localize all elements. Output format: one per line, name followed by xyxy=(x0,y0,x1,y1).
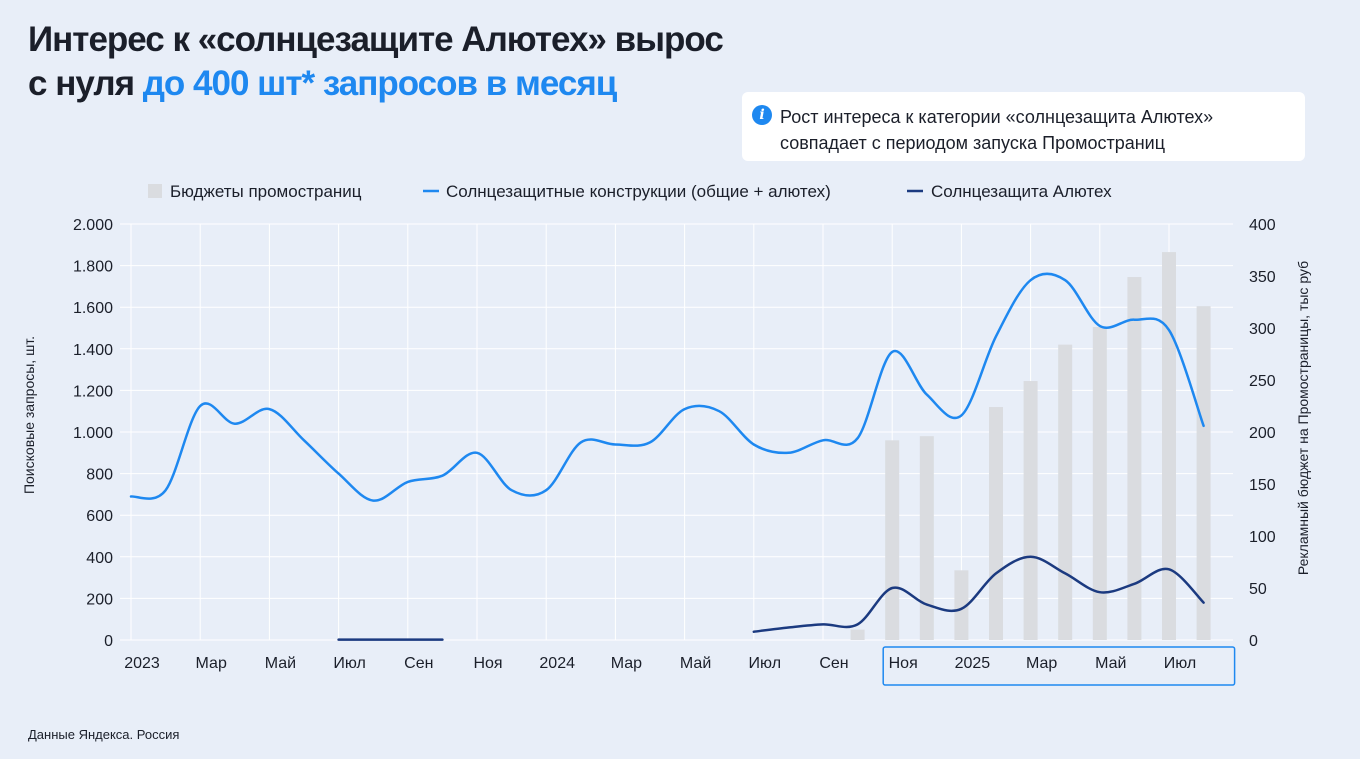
tick-label-right: 50 xyxy=(1249,581,1267,598)
tick-label-x: 2023 xyxy=(124,655,160,672)
tick-label-x: Мар xyxy=(196,655,227,672)
info-icon: i xyxy=(752,105,772,125)
tick-label-x: Сен xyxy=(404,655,433,672)
tick-label-x: Мар xyxy=(1026,655,1057,672)
legend-label-total: Солнцезащитные конструкции (общие + алют… xyxy=(446,182,831,201)
tick-label-right: 0 xyxy=(1249,633,1258,650)
bar-budget xyxy=(954,570,969,640)
tick-label-x: Июл xyxy=(1164,655,1196,672)
bar-budget xyxy=(989,407,1003,640)
tick-label-x: Июл xyxy=(333,655,365,672)
source-note: Данные Яндекса. Россия xyxy=(28,727,180,742)
tick-label-x: Май xyxy=(265,655,296,672)
tick-label-x: Май xyxy=(680,655,711,672)
bar-budget xyxy=(1196,306,1211,640)
tick-label-left: 1.200 xyxy=(73,383,113,400)
tick-label-x: Июл xyxy=(749,655,781,672)
axis-title-right: Рекламный бюджет на Промостраницы, тыс р… xyxy=(1295,261,1311,575)
tick-label-right: 250 xyxy=(1249,373,1276,390)
bar-budget xyxy=(1092,326,1107,640)
axis-title-left: Поисковые запросы, шт. xyxy=(21,336,37,494)
tick-label-left: 1.800 xyxy=(73,259,113,276)
tick-label-x: Ноя xyxy=(473,655,502,672)
tick-label-left: 400 xyxy=(86,550,113,567)
legend-label-bars: Бюджеты промостраниц xyxy=(170,182,362,201)
tick-label-x: Ноя xyxy=(889,655,918,672)
tick-label-left: 1.000 xyxy=(73,425,113,442)
bar-budget xyxy=(1127,277,1142,640)
tick-label-left: 2.000 xyxy=(73,217,113,234)
legend-label-alutech: Солнцезащита Алютех xyxy=(931,182,1112,201)
tick-label-left: 600 xyxy=(86,508,113,525)
tick-label-right: 300 xyxy=(1249,321,1276,338)
tick-label-x: 2025 xyxy=(955,655,991,672)
title-line-1: Интерес к «солнцезащите Алютех» вырос xyxy=(28,20,724,59)
title-line-2-accent: до 400 шт* запросов в месяц xyxy=(142,64,618,103)
title-line-2-plain: с нуля xyxy=(28,64,143,103)
bar-budget xyxy=(850,629,865,640)
highlight-period-box xyxy=(882,646,1236,686)
series-line-alutech xyxy=(752,555,1205,633)
info-line-2: совпадает с периодом запуска Промострани… xyxy=(780,133,1166,153)
legend-swatch-bars xyxy=(148,184,162,198)
tick-label-x: Сен xyxy=(819,655,848,672)
tick-label-left: 0 xyxy=(104,633,113,650)
chart-title: Интерес к «солнцезащите Алютех» вырос с … xyxy=(28,18,724,106)
tick-label-right: 400 xyxy=(1249,217,1276,234)
tick-label-right: 100 xyxy=(1249,529,1276,546)
tick-label-left: 1.600 xyxy=(73,300,113,317)
bar-budget xyxy=(1058,344,1073,640)
tick-label-left: 1.400 xyxy=(73,342,113,359)
bar-budget xyxy=(919,436,934,640)
bar-budget xyxy=(1162,252,1176,640)
tick-label-left: 200 xyxy=(86,591,113,608)
tick-label-left: 800 xyxy=(86,467,113,484)
tick-label-x: Май xyxy=(1095,655,1126,672)
tick-label-x: Мар xyxy=(611,655,642,672)
tick-label-right: 200 xyxy=(1249,425,1276,442)
title-line-2: с нуля до 400 шт* запросов в месяц xyxy=(28,62,723,106)
tick-label-right: 350 xyxy=(1249,269,1276,286)
bar-budget xyxy=(1023,381,1038,640)
tick-label-x: 2024 xyxy=(539,655,575,672)
bar-budget xyxy=(885,440,900,640)
series-line-total xyxy=(129,272,1205,502)
tick-label-right: 150 xyxy=(1249,477,1276,494)
info-line-1: Рост интереса к категории «солнцезащита … xyxy=(780,107,1214,127)
info-callout: i Рост интереса к категории «солнцезащит… xyxy=(742,92,1305,161)
